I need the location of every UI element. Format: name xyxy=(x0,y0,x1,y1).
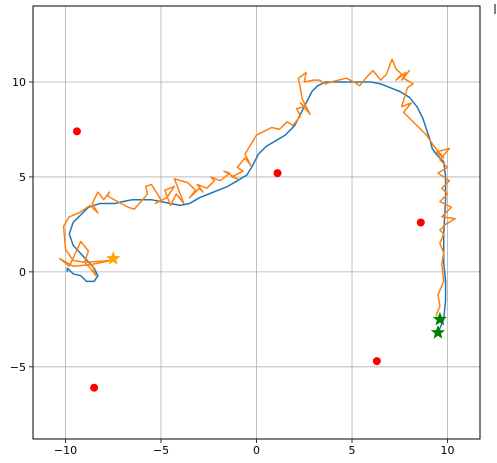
star-marker xyxy=(432,311,447,326)
landmark-point xyxy=(372,357,381,366)
series-line-0 xyxy=(66,81,447,333)
grid xyxy=(33,6,480,439)
x-tick-label: −5 xyxy=(153,444,169,457)
landmark-point xyxy=(416,218,425,227)
landmark-point xyxy=(273,169,282,178)
y-tick-label: 10 xyxy=(12,76,26,89)
x-tick-label: 0 xyxy=(253,444,260,457)
y-tick-label: −5 xyxy=(10,361,26,374)
y-tick-label: 0 xyxy=(19,266,26,279)
landmark-point xyxy=(90,383,99,392)
star-marker xyxy=(106,251,121,265)
x-tick-label: 5 xyxy=(349,444,356,457)
x-tick-label: −10 xyxy=(54,444,77,457)
series-line-1 xyxy=(58,58,456,316)
ticks: −10 −5 0 5 10 −5 0 5 10 xyxy=(10,76,455,457)
series-layer xyxy=(58,58,456,392)
x-tick-label: 10 xyxy=(441,444,455,457)
y-tick-label: 5 xyxy=(19,171,26,184)
star-marker xyxy=(430,325,446,339)
landmark-point xyxy=(72,127,81,136)
